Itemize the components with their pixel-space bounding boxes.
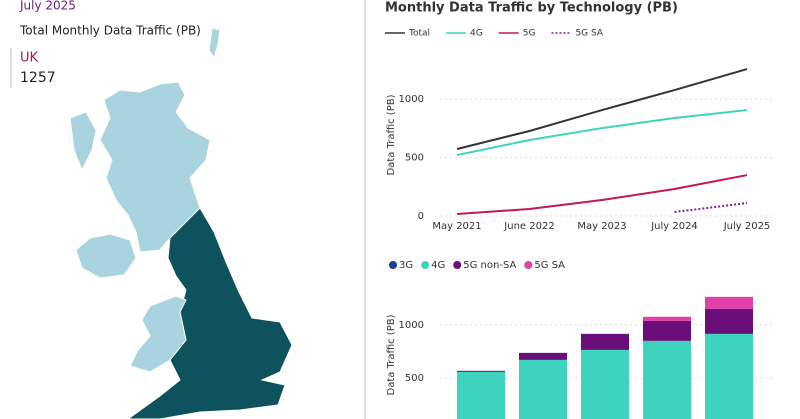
bar-segment — [457, 371, 505, 419]
legend-label: 5G SA — [575, 29, 603, 39]
bar-segment — [457, 370, 505, 372]
legend-swatch — [524, 261, 533, 269]
legend-swatch — [421, 261, 430, 269]
bar-segment — [519, 352, 567, 360]
legend-label: 5G SA — [534, 260, 565, 271]
series-line — [456, 174, 748, 216]
legend-swatch — [389, 261, 397, 269]
y-axis-label: Data Traffic (PB) — [386, 94, 397, 175]
series-line — [456, 109, 748, 157]
bar-segment — [705, 333, 753, 419]
legend-label: Total — [408, 29, 430, 39]
legend-label: 4G — [431, 260, 445, 271]
panel-title: Total Monthly Data Traffic (PB) — [19, 24, 201, 38]
bar-segment — [643, 316, 691, 321]
hebrides[interactable] — [69, 111, 97, 172]
uk-map[interactable] — [69, 27, 293, 419]
y-tick-label: 1000 — [399, 320, 424, 331]
bar-segment — [643, 320, 691, 341]
x-tick-label: July 2025 — [723, 221, 771, 232]
date-label: July 2025 — [19, 0, 76, 13]
bar-segment — [581, 349, 629, 419]
legend-label: 3G — [399, 260, 413, 271]
region-label: UK — [20, 51, 39, 66]
y-tick-label: 0 — [418, 211, 424, 222]
shetland[interactable] — [208, 27, 221, 60]
bar-segment — [643, 340, 691, 419]
y-tick-label: 500 — [405, 373, 424, 384]
bar-segment — [581, 333, 629, 350]
bar-segment — [705, 296, 753, 309]
region-value: 1257 — [20, 70, 56, 86]
y-tick-label: 500 — [405, 153, 424, 164]
x-tick-label: May 2021 — [432, 221, 481, 232]
y-tick-label: 1000 — [399, 94, 424, 105]
bar-segment — [705, 308, 753, 334]
series-line — [456, 68, 748, 150]
x-tick-label: May 2023 — [577, 221, 626, 232]
x-tick-label: June 2022 — [503, 221, 554, 232]
scotland[interactable] — [99, 81, 211, 253]
chart-title: Monthly Data Traffic by Technology (PB) — [385, 1, 678, 16]
x-tick-label: July 2024 — [650, 221, 698, 232]
series-line — [674, 202, 748, 214]
legend-label: 4G — [470, 29, 483, 39]
y-axis-label: Data Traffic (PB) — [386, 314, 397, 395]
northern-ireland[interactable] — [75, 233, 137, 279]
legend-label: 5G — [523, 29, 536, 39]
england[interactable] — [127, 207, 293, 419]
legend-label: 5G non-SA — [463, 260, 516, 271]
bar-segment — [519, 359, 567, 419]
wales[interactable] — [129, 295, 187, 373]
legend-swatch — [453, 261, 462, 269]
